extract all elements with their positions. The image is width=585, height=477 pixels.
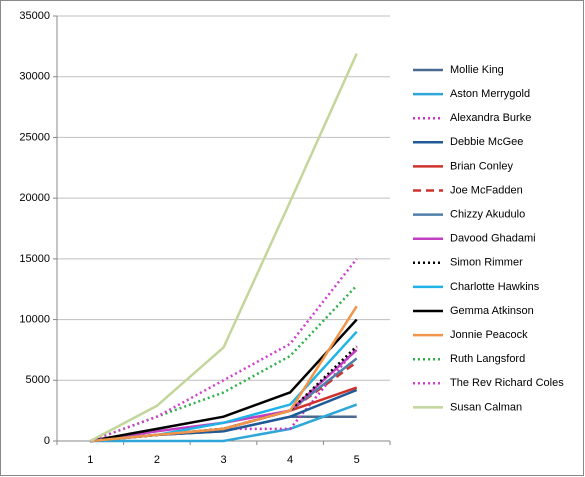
series-line: [89, 53, 358, 443]
legend-label: Debbie McGee: [450, 136, 523, 148]
legend-label: Brian Conley: [450, 160, 513, 172]
legend-label: Charlotte Hawkins: [450, 281, 540, 293]
y-tick-label: 10000: [19, 313, 50, 325]
legend-label: Mollie King: [450, 64, 504, 76]
series-line: [90, 318, 358, 443]
x-tick-label: 4: [287, 454, 293, 466]
series-line: [90, 305, 358, 443]
legend-label: Jonnie Peacock: [450, 329, 528, 341]
legend-label: Susan Calman: [450, 401, 522, 413]
series-line: [89, 258, 358, 443]
y-tick-label: 35000: [19, 10, 50, 22]
legend-label: Joe McFadden: [450, 184, 523, 196]
legend-label: Chizzy Akudulo: [450, 209, 525, 221]
y-tick-label: 20000: [19, 192, 50, 204]
legend-label: Davood Ghadami: [450, 233, 536, 245]
legend-label: Simon Rimmer: [450, 257, 523, 269]
y-tick-label: 0: [44, 435, 50, 447]
y-tick-label: 30000: [19, 71, 50, 83]
y-tick-label: 25000: [19, 131, 50, 143]
series-line: [90, 403, 358, 443]
y-tick-label: 5000: [26, 374, 50, 386]
x-tick-label: 1: [87, 454, 93, 466]
x-tick-label: 2: [154, 454, 160, 466]
series-line: [89, 284, 358, 443]
legend-label: Ruth Langsford: [450, 353, 525, 365]
legend-label: Gemma Atkinson: [450, 305, 534, 317]
legend-label: Alexandra Burke: [450, 112, 531, 124]
y-tick-label: 15000: [19, 253, 50, 265]
x-tick-label: 5: [354, 454, 360, 466]
x-tick-label: 3: [220, 454, 226, 466]
legend-label: Aston Merrygold: [450, 88, 530, 100]
legend-label: The Rev Richard Coles: [450, 377, 564, 389]
